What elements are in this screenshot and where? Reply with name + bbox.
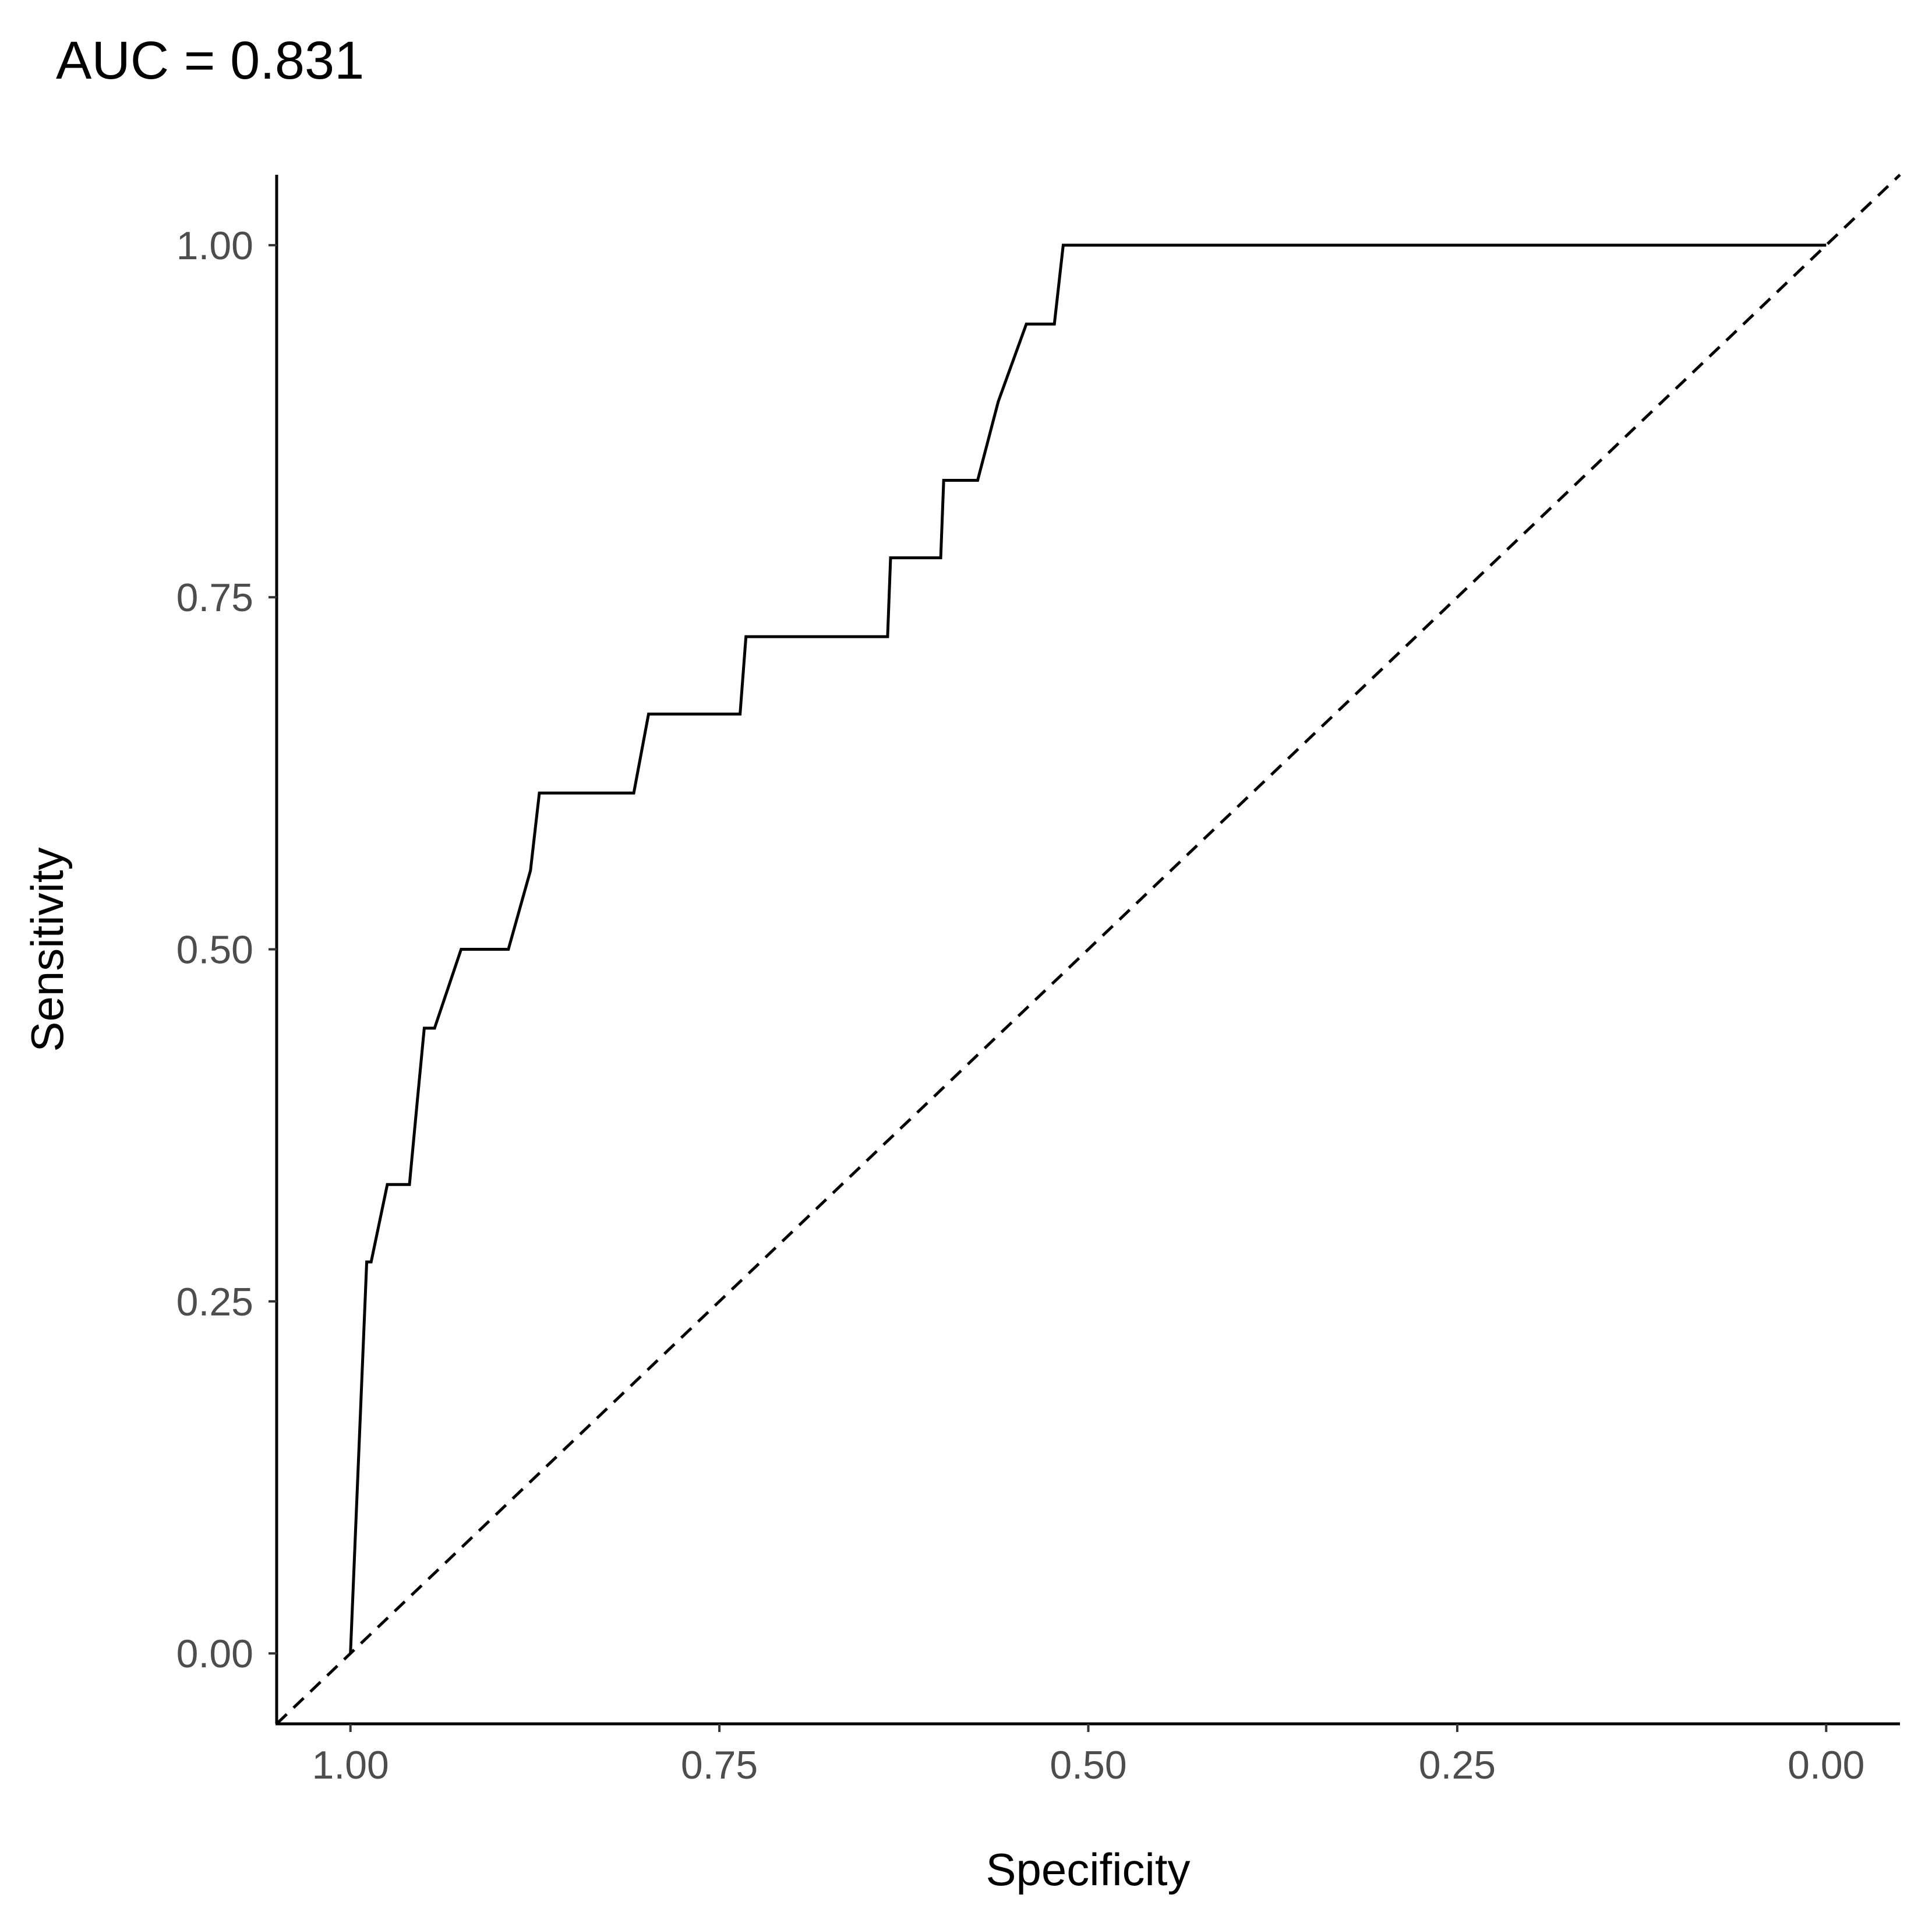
y-tick-label: 0.25 [176, 1280, 253, 1324]
y-axis-ticks: 0.00 0.25 0.50 0.75 1.00 [176, 224, 277, 1676]
x-axis-title: Specificity [986, 1844, 1190, 1895]
x-tick-label: 0.25 [1419, 1743, 1496, 1787]
x-tick-label: 1.00 [312, 1743, 389, 1787]
roc-curve-line [349, 244, 1827, 1654]
x-tick-label: 0.00 [1788, 1743, 1864, 1787]
y-tick-label: 0.00 [176, 1632, 253, 1676]
chart-title: AUC = 0.831 [56, 31, 364, 90]
x-tick-label: 0.50 [1050, 1743, 1126, 1787]
y-tick-label: 0.50 [176, 928, 253, 972]
x-axis-ticks: 1.00 0.75 0.50 0.25 0.00 [312, 1724, 1864, 1787]
y-tick-label: 0.75 [176, 576, 253, 620]
reference-diagonal-line [276, 174, 1901, 1725]
y-axis-title: Sensitivity [22, 847, 73, 1052]
y-tick-label: 1.00 [176, 224, 253, 268]
x-tick-label: 0.75 [681, 1743, 758, 1787]
plot-area [276, 174, 1901, 1725]
